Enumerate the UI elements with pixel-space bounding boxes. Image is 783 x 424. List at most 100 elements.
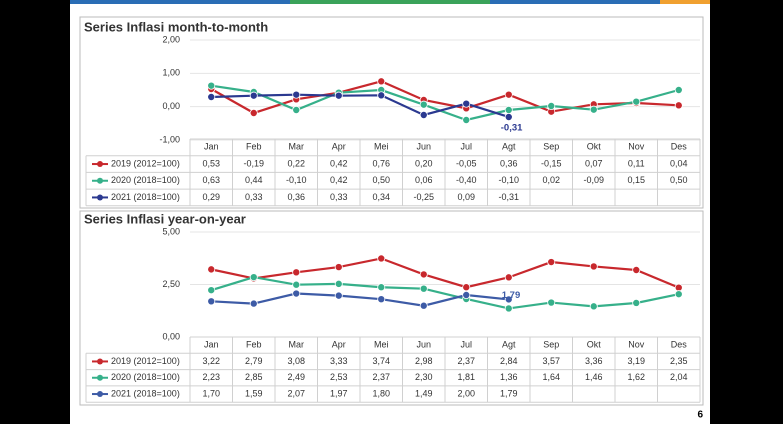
table-value: -0,10 xyxy=(498,175,519,185)
table-value: 2,85 xyxy=(245,372,263,382)
series-marker xyxy=(207,297,216,306)
series-marker xyxy=(419,270,428,279)
x-tick-label: Feb xyxy=(246,340,262,350)
x-tick-label: Mar xyxy=(289,340,305,350)
series-marker xyxy=(292,289,301,298)
series-marker xyxy=(462,99,471,108)
table-value: 0,15 xyxy=(627,175,645,185)
table-value: 3,36 xyxy=(585,356,603,366)
table-value: 2,35 xyxy=(670,356,688,366)
table-value: 1,81 xyxy=(457,372,475,382)
table-value: -0,09 xyxy=(583,175,604,185)
series-marker xyxy=(377,295,386,304)
series-marker xyxy=(292,90,301,99)
legend-marker xyxy=(97,358,103,365)
series-marker xyxy=(674,290,683,299)
series-marker xyxy=(589,262,598,271)
table-value: 0,53 xyxy=(202,158,220,168)
table-value: 2,49 xyxy=(287,372,305,382)
table-value: 2,37 xyxy=(372,372,390,382)
table-value: 1,36 xyxy=(500,372,518,382)
series-marker xyxy=(207,265,216,274)
legend-marker xyxy=(97,161,103,168)
y-tick-label: 0,00 xyxy=(162,331,180,341)
table-value: 0,42 xyxy=(330,158,348,168)
table-value: 0,04 xyxy=(670,158,688,168)
table-value: 1,70 xyxy=(202,388,220,398)
legend-label: 2020 (2018=100) xyxy=(111,372,180,382)
series-line xyxy=(211,93,510,119)
legend-marker xyxy=(97,391,103,398)
series-marker xyxy=(504,113,513,122)
series-line xyxy=(210,80,679,115)
series-marker xyxy=(249,109,258,118)
table-value: -0,25 xyxy=(413,192,434,202)
table-value: 0,29 xyxy=(202,192,220,202)
page-number: 6 xyxy=(697,410,703,421)
x-tick-label: Sep xyxy=(543,340,559,350)
y-tick-label: 1,00 xyxy=(162,68,180,78)
series-marker xyxy=(249,299,258,308)
data-label: 1,79 xyxy=(502,290,521,301)
legend-marker xyxy=(97,177,103,184)
table-value: 0,06 xyxy=(415,175,433,185)
table-value: 0,44 xyxy=(245,175,263,185)
x-tick-label: Jan xyxy=(204,142,219,152)
legend-label: 2019 (2012=100) xyxy=(111,356,180,366)
table-value: 0,36 xyxy=(287,192,305,202)
table-value: 0,76 xyxy=(372,158,390,168)
table-value: 1,46 xyxy=(585,372,603,382)
x-tick-label: Sep xyxy=(543,142,559,152)
table-value: 2,00 xyxy=(457,388,475,398)
table-value: 1,97 xyxy=(330,388,348,398)
series-marker xyxy=(249,91,258,100)
series-marker xyxy=(377,254,386,263)
table-value: 0,33 xyxy=(245,192,263,202)
table-value: 1,49 xyxy=(415,388,433,398)
table-value: 0,34 xyxy=(372,192,390,202)
table-value: 0,50 xyxy=(670,175,688,185)
series-marker xyxy=(504,106,513,115)
x-tick-label: Agt xyxy=(502,340,516,350)
table-value: 2,53 xyxy=(330,372,348,382)
table-value: 3,08 xyxy=(287,356,305,366)
series-marker xyxy=(547,102,556,111)
table-value: 0,63 xyxy=(202,175,220,185)
x-tick-label: Nov xyxy=(628,142,645,152)
x-tick-label: Mei xyxy=(374,340,389,350)
legend-label: 2020 (2018=100) xyxy=(111,175,180,185)
x-tick-label: Des xyxy=(671,340,688,350)
table-value: -0,40 xyxy=(456,175,477,185)
legend-marker xyxy=(97,194,103,201)
series-marker xyxy=(419,301,428,310)
table-value: 0,07 xyxy=(585,158,603,168)
chart-frame xyxy=(79,16,704,209)
y-tick-label: 2,00 xyxy=(162,34,180,44)
series-marker xyxy=(674,101,683,110)
table-value: 0,33 xyxy=(330,192,348,202)
table-value: 3,57 xyxy=(542,356,560,366)
table-value: 1,62 xyxy=(627,372,645,382)
table-value: 2,79 xyxy=(245,356,263,366)
x-tick-label: Apr xyxy=(332,340,346,350)
series-marker xyxy=(632,298,641,307)
x-tick-label: Okt xyxy=(587,142,602,152)
x-tick-label: Agt xyxy=(502,142,516,152)
legend-label: 2019 (2012=100) xyxy=(111,158,180,168)
series-line xyxy=(211,84,680,122)
stripe xyxy=(490,0,710,4)
x-tick-label: Jun xyxy=(416,142,431,152)
table-value: 2,30 xyxy=(415,372,433,382)
x-tick-label: Feb xyxy=(246,142,262,152)
table-value: 2,84 xyxy=(500,356,518,366)
series-marker xyxy=(419,111,428,120)
table-value: 0,42 xyxy=(330,175,348,185)
series-marker xyxy=(334,291,343,300)
series-marker xyxy=(504,304,513,313)
series-marker xyxy=(377,283,386,292)
y-tick-label: 0,00 xyxy=(162,101,180,111)
series-line xyxy=(211,292,509,307)
table-value: 0,22 xyxy=(287,158,305,168)
series-marker xyxy=(547,258,556,267)
